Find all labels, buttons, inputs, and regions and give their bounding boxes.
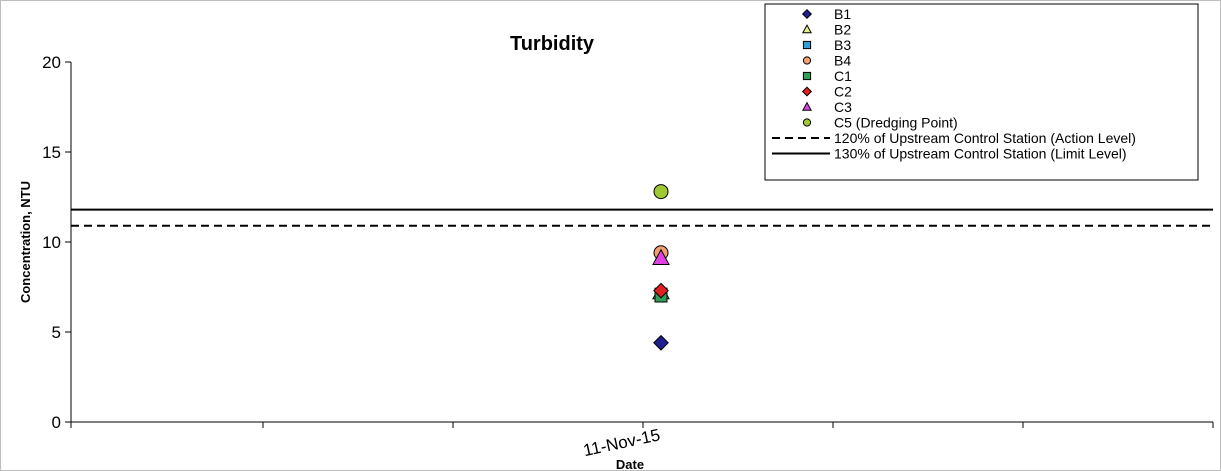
point-c3 [652,248,670,265]
y-tick-label: 10 [42,233,61,252]
y-tick-label: 20 [42,53,61,72]
legend-label: B1 [834,6,851,22]
y-axis: 0 5 10 15 20 [42,53,72,432]
x-axis-title: Date [616,457,644,471]
reference-lines [71,208,1213,227]
legend-marker-c5 [802,118,812,127]
legend-label: C3 [834,99,852,115]
point-c2 [653,282,669,299]
legend-label: B3 [834,37,851,53]
legend-label: C1 [834,68,852,84]
legend-label: 120% of Upstream Control Station (Action… [834,130,1136,146]
legend-label: C5 (Dredging Point) [834,115,958,131]
legend-marker-c3 [802,101,812,111]
legend-label: 130% of Upstream Control Station (Limit … [834,146,1127,162]
point-c5 [653,184,669,200]
legend-marker-b4 [802,56,812,65]
legend-marker-c1 [802,71,812,81]
legend-marker-b3 [802,40,812,50]
chart-title: Turbidity [510,33,595,55]
legend-marker-c2 [801,86,813,97]
data-points [652,184,670,351]
legend-label: B2 [834,22,851,38]
y-axis-title: Concentration, NTU [18,181,33,303]
legend-label: B4 [834,53,851,69]
legend-marker-b2 [802,24,812,34]
point-b1 [653,334,669,351]
y-tick-label: 5 [52,323,61,342]
y-tick-label: 15 [42,143,61,162]
y-tick-label: 0 [52,413,61,432]
legend-box [764,3,1199,181]
legend-label: C2 [834,84,852,100]
legend-marker-b1 [801,8,813,20]
